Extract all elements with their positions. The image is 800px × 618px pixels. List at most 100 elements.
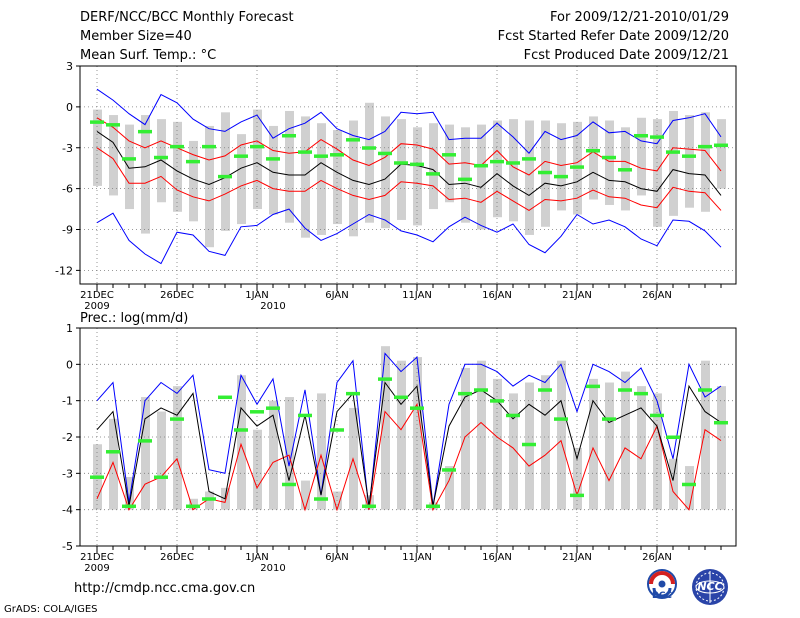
- member-size: Member Size=40: [80, 29, 192, 44]
- ensemble-box: [221, 112, 230, 231]
- ensemble-box: [621, 371, 630, 510]
- ensemble-box: [557, 360, 566, 510]
- observed-marker: [186, 159, 200, 164]
- x-tick-label: 26DEC: [160, 290, 194, 301]
- x-tick-label: 21DEC: [80, 552, 114, 563]
- observed-marker: [362, 146, 376, 150]
- observed-marker: [602, 155, 616, 160]
- observed-marker: [218, 174, 232, 179]
- observed-marker: [298, 413, 312, 418]
- ensemble-box: [333, 130, 342, 225]
- observed-marker: [266, 406, 280, 410]
- series-line-p25: [96, 402, 722, 512]
- observed-marker: [410, 406, 424, 410]
- observed-marker: [714, 420, 728, 425]
- observed-marker: [186, 504, 200, 509]
- observed-marker: [650, 135, 664, 139]
- ensemble-box: [125, 476, 134, 510]
- observed-marker: [506, 413, 520, 418]
- website-url[interactable]: http://cmdp.ncc.cma.gov.cn: [74, 581, 256, 596]
- ensemble-box: [685, 466, 694, 510]
- observed-marker: [122, 157, 136, 161]
- observed-marker: [474, 163, 488, 168]
- ensemble-box: [509, 393, 518, 510]
- y-tick-label: -12: [55, 264, 73, 277]
- observed-marker: [106, 123, 120, 127]
- ensemble-box: [701, 112, 710, 212]
- observed-marker: [698, 388, 712, 392]
- y-tick-label: 0: [66, 358, 73, 371]
- ensemble-box: [397, 360, 406, 510]
- observed-marker: [634, 133, 648, 138]
- observed-marker: [90, 120, 104, 124]
- ensemble-box: [253, 109, 262, 210]
- observed-marker: [618, 388, 632, 392]
- ensemble-box: [461, 367, 470, 510]
- x-tick-label: 11JAN: [402, 290, 432, 301]
- ensemble-box: [669, 458, 678, 510]
- ensemble-box: [637, 117, 646, 196]
- observed-marker: [346, 391, 360, 396]
- observed-marker: [410, 162, 424, 167]
- observed-marker: [250, 410, 264, 414]
- x-tick-label: 1JAN: [245, 290, 268, 301]
- ensemble-box: [269, 400, 278, 510]
- y-tick-label: -9: [62, 224, 73, 237]
- ensemble-box: [109, 115, 118, 196]
- ensemble-box: [589, 116, 598, 200]
- ensemble-box: [205, 125, 214, 248]
- observed-marker: [394, 161, 408, 165]
- y-tick-label: -2: [62, 431, 73, 444]
- observed-marker: [394, 395, 408, 400]
- ensemble-box: [493, 120, 502, 218]
- observed-marker: [282, 482, 296, 487]
- x-tick-label: 26DEC: [160, 552, 194, 563]
- forecast-produced-date: Fcst Produced Date 2009/12/21: [523, 48, 729, 63]
- x-tick-label: 16JAN: [482, 290, 512, 301]
- series-line-max: [96, 88, 722, 154]
- observed-marker: [554, 417, 568, 421]
- observed-marker: [570, 165, 584, 169]
- ensemble-box: [125, 124, 134, 210]
- observed-marker: [138, 129, 152, 134]
- ensemble-box: [477, 360, 486, 510]
- x-tick-label: 21JAN: [562, 290, 592, 301]
- observed-marker: [266, 157, 280, 161]
- ensemble-box: [141, 397, 150, 510]
- bcc-logo: BCC: [641, 567, 683, 611]
- ensemble-box: [301, 480, 310, 510]
- observed-marker: [698, 144, 712, 149]
- x-tick-label: 26JAN: [642, 552, 672, 563]
- ensemble-box: [589, 378, 598, 510]
- x-year-label: 2010: [260, 301, 285, 312]
- x-tick-label: 26JAN: [642, 290, 672, 301]
- observed-marker: [234, 154, 248, 158]
- observed-marker: [522, 157, 536, 161]
- observed-marker: [554, 174, 568, 179]
- y-tick-label: 3: [66, 60, 73, 73]
- observed-marker: [138, 439, 152, 443]
- variable-label: Mean Surf. Temp.: °C: [80, 48, 217, 63]
- grads-credit: GrADS: COLA/IGES: [4, 604, 98, 615]
- x-tick-label: 1JAN: [245, 552, 268, 563]
- y-tick-label: 1: [66, 322, 73, 335]
- observed-marker: [218, 395, 232, 400]
- observed-marker: [90, 475, 104, 479]
- observed-marker: [298, 150, 312, 154]
- ensemble-box: [173, 121, 182, 212]
- observed-marker: [362, 504, 376, 509]
- forecast-period: For 2009/12/21-2010/01/29: [550, 10, 729, 25]
- ensemble-box: [637, 386, 646, 510]
- observed-marker: [682, 154, 696, 158]
- ensemble-box: [653, 393, 662, 510]
- x-tick-label: 6JAN: [325, 552, 348, 563]
- observed-marker: [202, 497, 216, 501]
- ensemble-box: [269, 125, 278, 215]
- observed-marker: [570, 493, 584, 498]
- chart-caption: Prec.: log(mm/d): [80, 311, 188, 326]
- observed-marker: [330, 428, 344, 432]
- ensemble-box: [237, 375, 246, 510]
- ensemble-box: [365, 102, 374, 223]
- observed-marker: [682, 482, 696, 487]
